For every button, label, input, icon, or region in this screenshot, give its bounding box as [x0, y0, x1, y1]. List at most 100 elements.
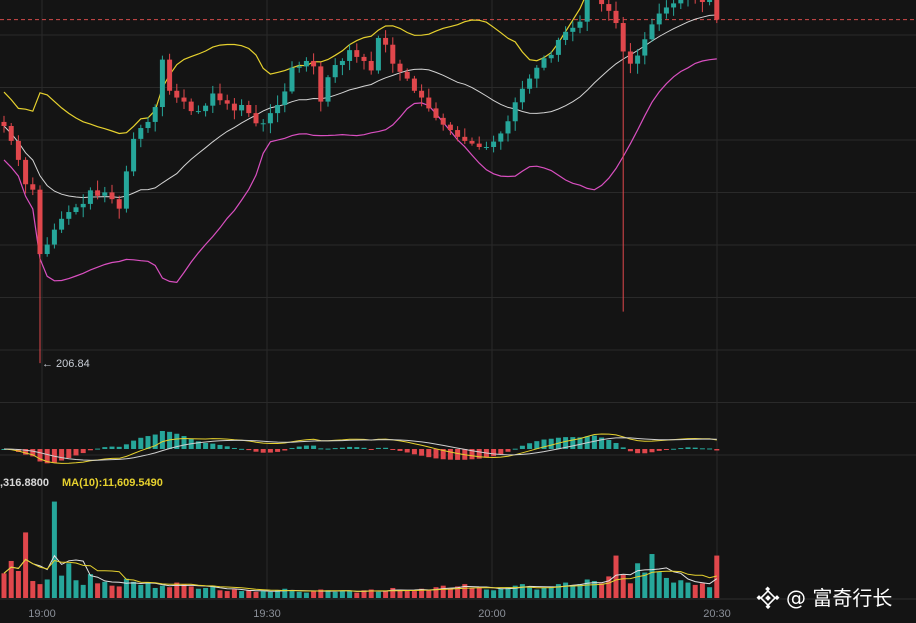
volume-bar: [152, 587, 158, 598]
candle-body: [426, 97, 432, 109]
volume-bar: [174, 582, 180, 598]
macd-histogram-bar: [498, 449, 504, 455]
candle-body: [483, 147, 489, 148]
volume-bar: [714, 555, 720, 598]
candle: [699, 0, 705, 13]
macd-histogram-bar: [37, 449, 43, 462]
candle-body: [145, 121, 151, 129]
candle-body: [534, 67, 540, 79]
volume-bar: [707, 587, 713, 598]
macd-histogram-bar: [541, 439, 547, 449]
volume-bar: [455, 586, 461, 598]
candle: [246, 100, 252, 118]
macd-histogram-bar: [303, 445, 309, 449]
candle: [663, 0, 669, 19]
candle-body: [491, 141, 497, 147]
macd-histogram-bar: [239, 448, 245, 450]
macd-histogram-bar: [375, 447, 381, 449]
volume-bar: [563, 582, 569, 598]
macd-histogram-bar: [447, 449, 453, 460]
candle-body: [66, 212, 72, 219]
macd-histogram-bar: [23, 449, 29, 455]
macd-histogram-bar: [476, 449, 482, 459]
candle-body: [195, 111, 201, 113]
candle-body: [469, 140, 475, 144]
volume-bar: [685, 582, 691, 598]
candle: [332, 58, 338, 83]
candle-body: [570, 27, 576, 32]
candle-body: [404, 71, 410, 79]
candle-body: [699, 0, 705, 3]
candle-body: [606, 4, 612, 11]
candle-body: [152, 107, 158, 122]
boll-upper-line: [3, 0, 585, 135]
volume-bar: [375, 591, 381, 598]
candle: [599, 0, 605, 12]
watermark: @ 富奇行长: [756, 586, 892, 610]
volume-bar: [246, 590, 252, 598]
macd-histogram-bar: [15, 449, 21, 452]
candle: [707, 0, 713, 6]
candle: [296, 61, 302, 73]
macd-histogram-bar: [591, 435, 597, 449]
macd-histogram-bar: [159, 431, 165, 449]
volume-panel: [1, 501, 720, 598]
candle-body: [663, 7, 669, 14]
candle: [354, 43, 360, 63]
candle-body: [116, 199, 122, 209]
volume-bar: [303, 592, 309, 598]
candle: [318, 62, 324, 112]
volume-bar: [404, 590, 410, 598]
macd-histogram-bar: [195, 441, 201, 449]
volume-bar: [692, 584, 698, 598]
macd-histogram-bar: [642, 449, 648, 454]
candle: [116, 195, 122, 219]
candle-body: [275, 105, 281, 114]
candle: [102, 186, 108, 203]
candle: [203, 103, 209, 117]
candle-body: [102, 192, 108, 196]
macd-histogram-bar: [87, 449, 93, 451]
macd-histogram-bar: [224, 446, 230, 449]
macd-histogram-bar: [116, 446, 122, 449]
candle: [51, 223, 57, 249]
candle-body: [246, 105, 252, 114]
macd-dea-line: [3, 437, 717, 461]
candle: [469, 137, 475, 146]
macd-panel: [1, 431, 720, 464]
volume-bar: [318, 589, 324, 598]
macd-histogram-bar: [267, 449, 273, 453]
candle-body: [73, 207, 79, 213]
volume-bar: [188, 586, 194, 598]
candle: [584, 0, 590, 32]
grid-lines: [0, 0, 916, 600]
candle: [30, 177, 36, 196]
candle: [656, 3, 662, 31]
macd-histogram-bar: [217, 444, 223, 449]
candle-body: [123, 171, 129, 209]
candle-body: [253, 113, 259, 124]
volume-bar: [469, 587, 475, 598]
volume-bar: [483, 589, 489, 598]
volume-bar: [282, 588, 288, 598]
macd-histogram-bar: [563, 437, 569, 449]
macd-histogram-bar: [123, 444, 129, 449]
x-axis-ticks: 19:00 19:30 20:00 20:30: [28, 608, 731, 620]
macd-histogram-bar: [282, 449, 288, 451]
macd-histogram-bar: [469, 449, 475, 460]
candle: [1, 115, 7, 133]
candle-body: [267, 113, 273, 124]
candle-body: [368, 60, 374, 71]
candle-body: [37, 189, 43, 255]
macd-histogram-bar: [606, 439, 612, 449]
volume-bar: [37, 584, 43, 598]
candle-body: [210, 93, 216, 106]
candle-body: [131, 138, 137, 172]
candle: [23, 157, 29, 194]
candle-body: [138, 128, 144, 139]
x-tick-label: 19:30: [253, 608, 281, 620]
candle-body: [30, 184, 36, 190]
macd-histogram-bar: [678, 448, 684, 450]
macd-histogram-bar: [707, 448, 713, 450]
